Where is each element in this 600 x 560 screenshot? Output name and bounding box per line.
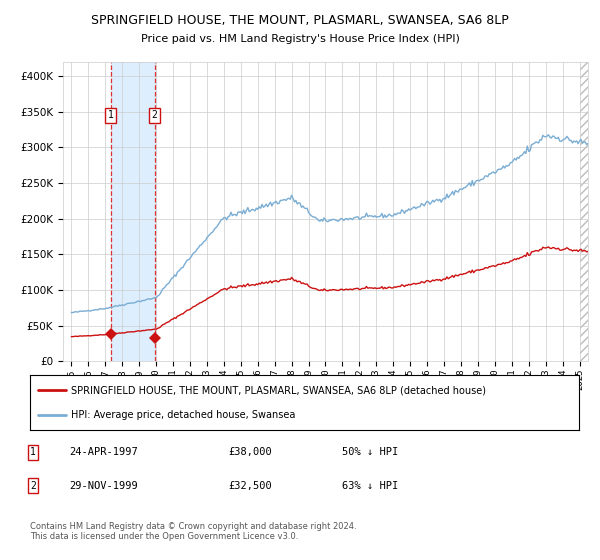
Text: HPI: Average price, detached house, Swansea: HPI: Average price, detached house, Swan… xyxy=(71,410,296,420)
Bar xyxy=(580,62,589,361)
Text: Contains HM Land Registry data © Crown copyright and database right 2024.
This d: Contains HM Land Registry data © Crown c… xyxy=(30,522,356,542)
Text: 1: 1 xyxy=(107,110,113,120)
Text: 63% ↓ HPI: 63% ↓ HPI xyxy=(342,480,398,491)
Text: 2: 2 xyxy=(30,480,36,491)
Bar xyxy=(110,62,155,361)
Text: 1: 1 xyxy=(30,447,36,458)
Text: Price paid vs. HM Land Registry's House Price Index (HPI): Price paid vs. HM Land Registry's House … xyxy=(140,34,460,44)
Text: 24-APR-1997: 24-APR-1997 xyxy=(69,447,138,458)
Text: 50% ↓ HPI: 50% ↓ HPI xyxy=(342,447,398,458)
Text: £38,000: £38,000 xyxy=(228,447,272,458)
Text: SPRINGFIELD HOUSE, THE MOUNT, PLASMARL, SWANSEA, SA6 8LP: SPRINGFIELD HOUSE, THE MOUNT, PLASMARL, … xyxy=(91,14,509,27)
Text: 2: 2 xyxy=(152,110,158,120)
Text: £32,500: £32,500 xyxy=(228,480,272,491)
Text: 29-NOV-1999: 29-NOV-1999 xyxy=(69,480,138,491)
Text: SPRINGFIELD HOUSE, THE MOUNT, PLASMARL, SWANSEA, SA6 8LP (detached house): SPRINGFIELD HOUSE, THE MOUNT, PLASMARL, … xyxy=(71,385,486,395)
